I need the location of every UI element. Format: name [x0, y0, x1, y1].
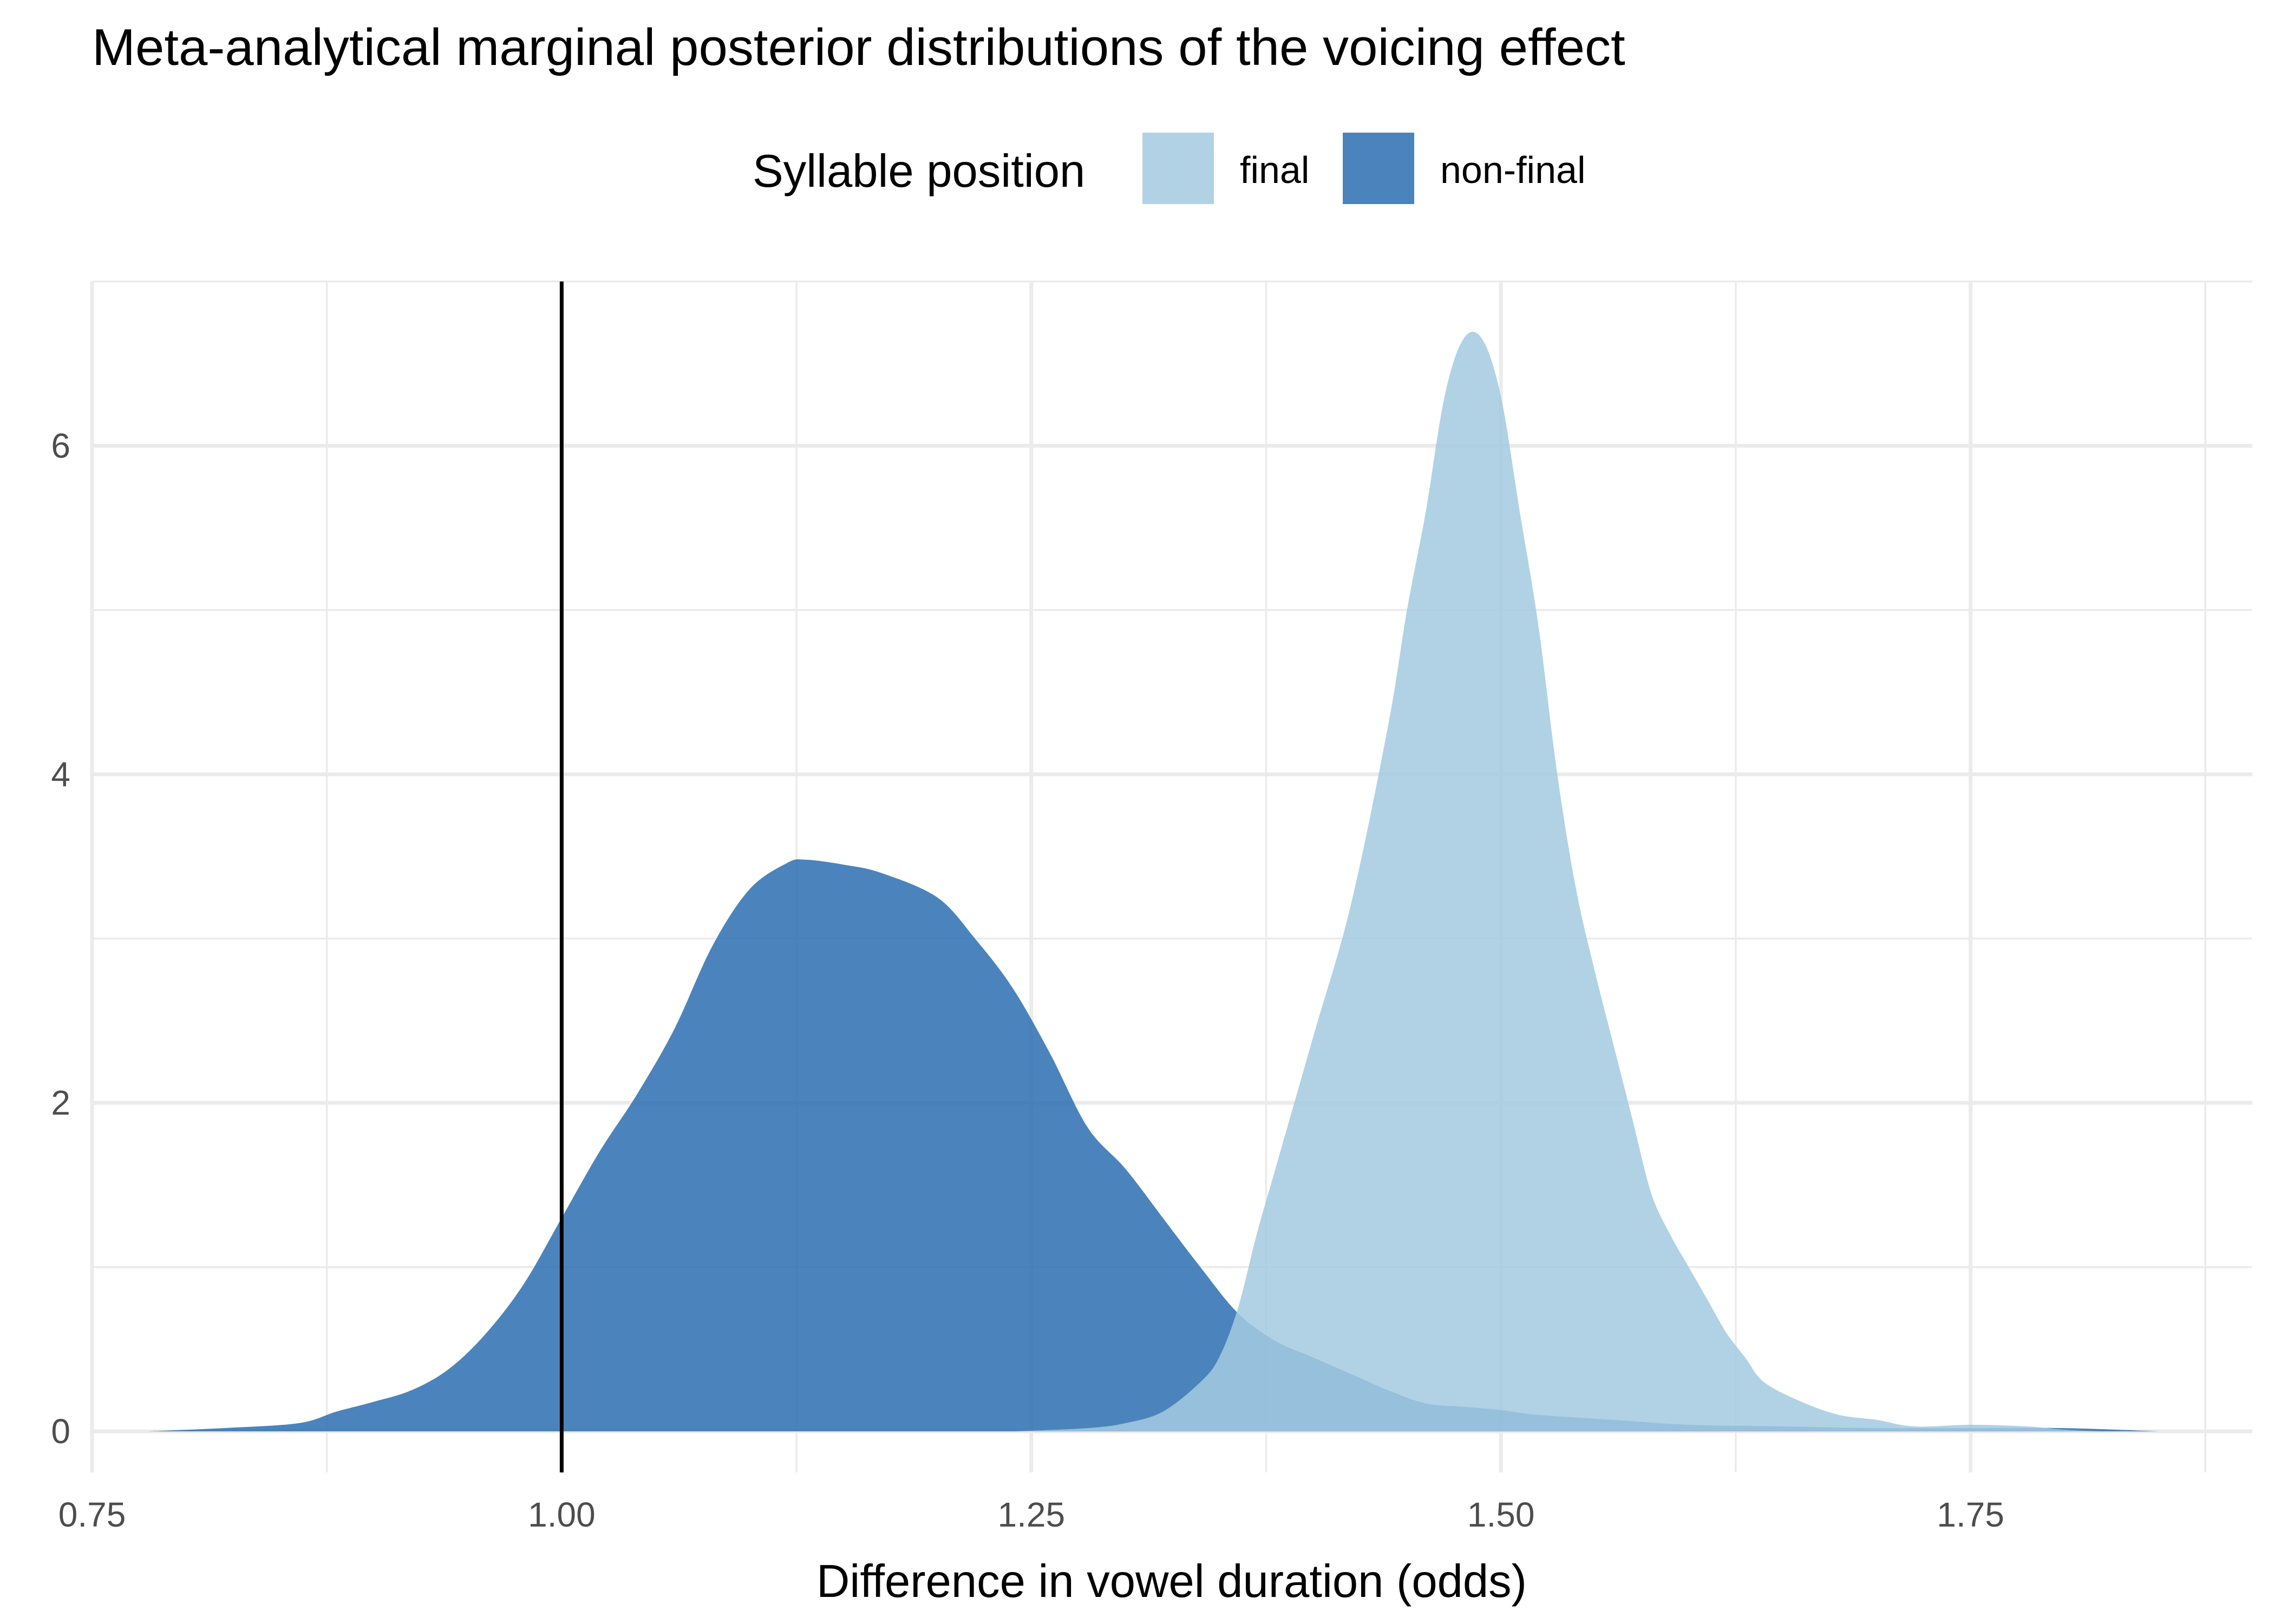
legend-label-non-final: non-final: [1440, 149, 1586, 191]
x-tick-label-0: 0.75: [58, 1495, 126, 1534]
legend-items: final non-final: [1142, 133, 1586, 204]
series-layer: [148, 331, 2159, 1432]
legend-label-final: final: [1240, 149, 1309, 191]
y-tick-label-1: 2: [51, 1083, 70, 1122]
y-tick-label-3: 6: [51, 426, 70, 465]
x-tick-label-2: 1.25: [998, 1495, 1066, 1534]
x-axis-title: Difference in vowel duration (odds): [816, 1556, 1527, 1607]
plot-area: 0.75 1.00 1.25 1.50 1.75 0 2 4 6: [51, 280, 2252, 1534]
density-area-non-final: [148, 859, 2159, 1432]
y-tick-label-2: 4: [51, 755, 70, 794]
y-tick-label-0: 0: [51, 1412, 70, 1451]
x-tick-label-4: 1.75: [1937, 1495, 2004, 1534]
legend-key-final: [1142, 133, 1214, 204]
legend-title: Syllable position: [753, 146, 1085, 197]
density-area-final: [1012, 331, 2102, 1432]
legend: Syllable position final non-final: [753, 133, 1586, 204]
legend-key-non-final: [1343, 133, 1414, 204]
x-tick-label-3: 1.50: [1467, 1495, 1535, 1534]
chart-title: Meta-analytical marginal posterior distr…: [92, 18, 1625, 76]
x-axis-ticks: 0.75 1.00 1.25 1.50 1.75: [58, 1495, 2004, 1534]
y-axis-ticks: 0 2 4 6: [51, 426, 70, 1451]
x-tick-label-1: 1.00: [528, 1495, 596, 1534]
